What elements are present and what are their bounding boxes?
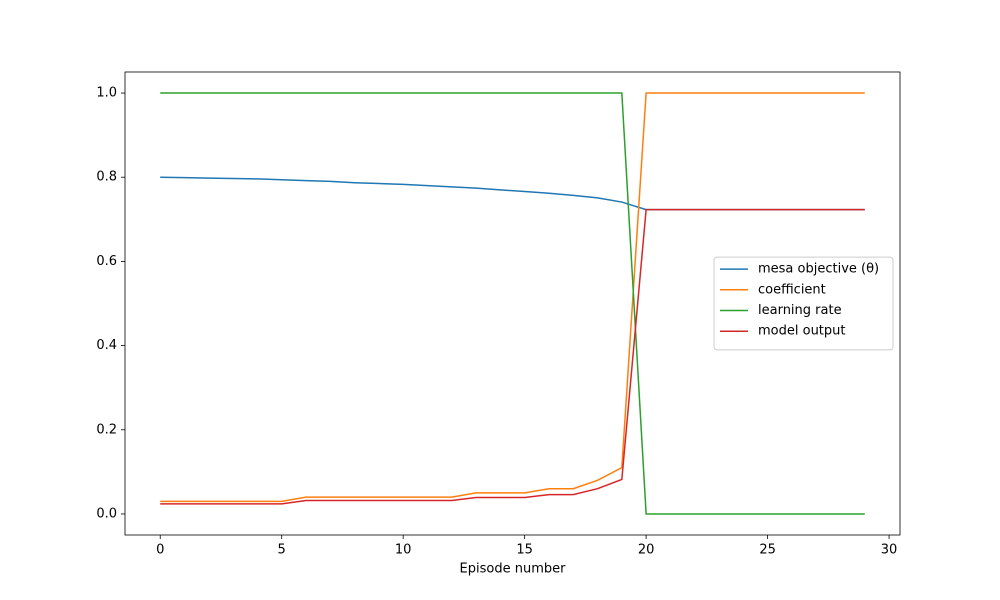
x-tick-label: 5 xyxy=(278,543,286,558)
legend-label: model output xyxy=(758,324,846,339)
y-tick-label: 0.4 xyxy=(96,338,117,353)
y-tick-label: 0.2 xyxy=(96,422,117,437)
axes-frame xyxy=(124,71,901,536)
series-line xyxy=(160,92,865,515)
y-tick-label: 0.6 xyxy=(96,254,117,269)
series-line xyxy=(160,92,865,503)
y-tick-label: 0.8 xyxy=(96,170,117,185)
legend-label: learning rate xyxy=(758,303,842,318)
y-tick-label: 0.0 xyxy=(96,506,117,521)
series-line xyxy=(160,176,865,211)
legend-label: mesa objective (θ) xyxy=(758,262,879,277)
y-tick-label: 1.0 xyxy=(96,86,117,101)
x-tick-label: 25 xyxy=(759,543,776,558)
x-tick-label: 30 xyxy=(881,543,898,558)
x-tick-label: 0 xyxy=(156,543,164,558)
series-line xyxy=(160,208,865,505)
x-tick-label: 10 xyxy=(395,543,412,558)
legend-label: coefficient xyxy=(758,282,826,297)
x-axis-label: Episode number xyxy=(460,562,567,577)
x-tick-label: 20 xyxy=(638,543,655,558)
x-tick-label: 15 xyxy=(516,543,533,558)
legend-box xyxy=(713,256,894,351)
